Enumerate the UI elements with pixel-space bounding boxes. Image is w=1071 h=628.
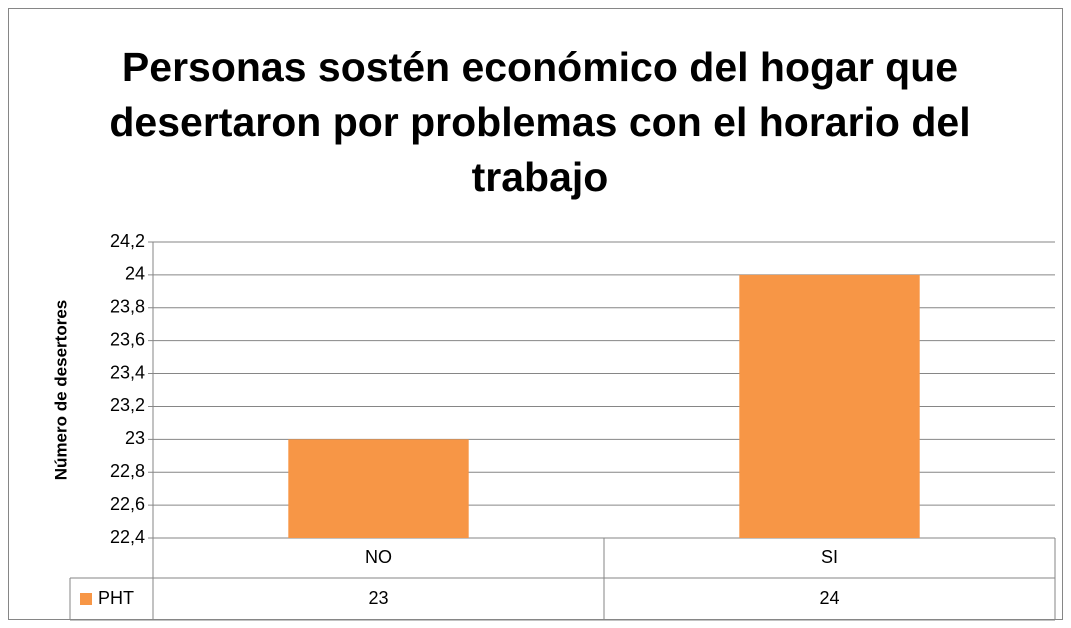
y-tick-label: 23 <box>125 428 145 448</box>
y-tick-label: 24,2 <box>110 231 145 251</box>
y-tick-label: 22,6 <box>110 494 145 514</box>
x-tick-label: NO <box>365 547 392 567</box>
chart-title: Personas sostén económico del hogar que … <box>109 44 971 200</box>
y-tick-label: 24 <box>125 264 145 284</box>
bar <box>288 439 469 538</box>
x-tick-label: SI <box>821 547 838 567</box>
legend-swatch <box>80 593 92 605</box>
y-tick-label: 23,8 <box>110 297 145 317</box>
y-tick-label: 23,4 <box>110 362 145 382</box>
bar <box>739 274 920 538</box>
table-value: 23 <box>368 588 388 608</box>
y-tick-label: 23,6 <box>110 329 145 349</box>
table-value: 24 <box>819 588 839 608</box>
y-tick-label: 22,4 <box>110 527 145 547</box>
y-tick-label: 23,2 <box>110 395 145 415</box>
y-axis-label: Número de desertores <box>51 300 70 480</box>
legend-label: PHT <box>98 588 134 608</box>
y-tick-label: 22,8 <box>110 461 145 481</box>
